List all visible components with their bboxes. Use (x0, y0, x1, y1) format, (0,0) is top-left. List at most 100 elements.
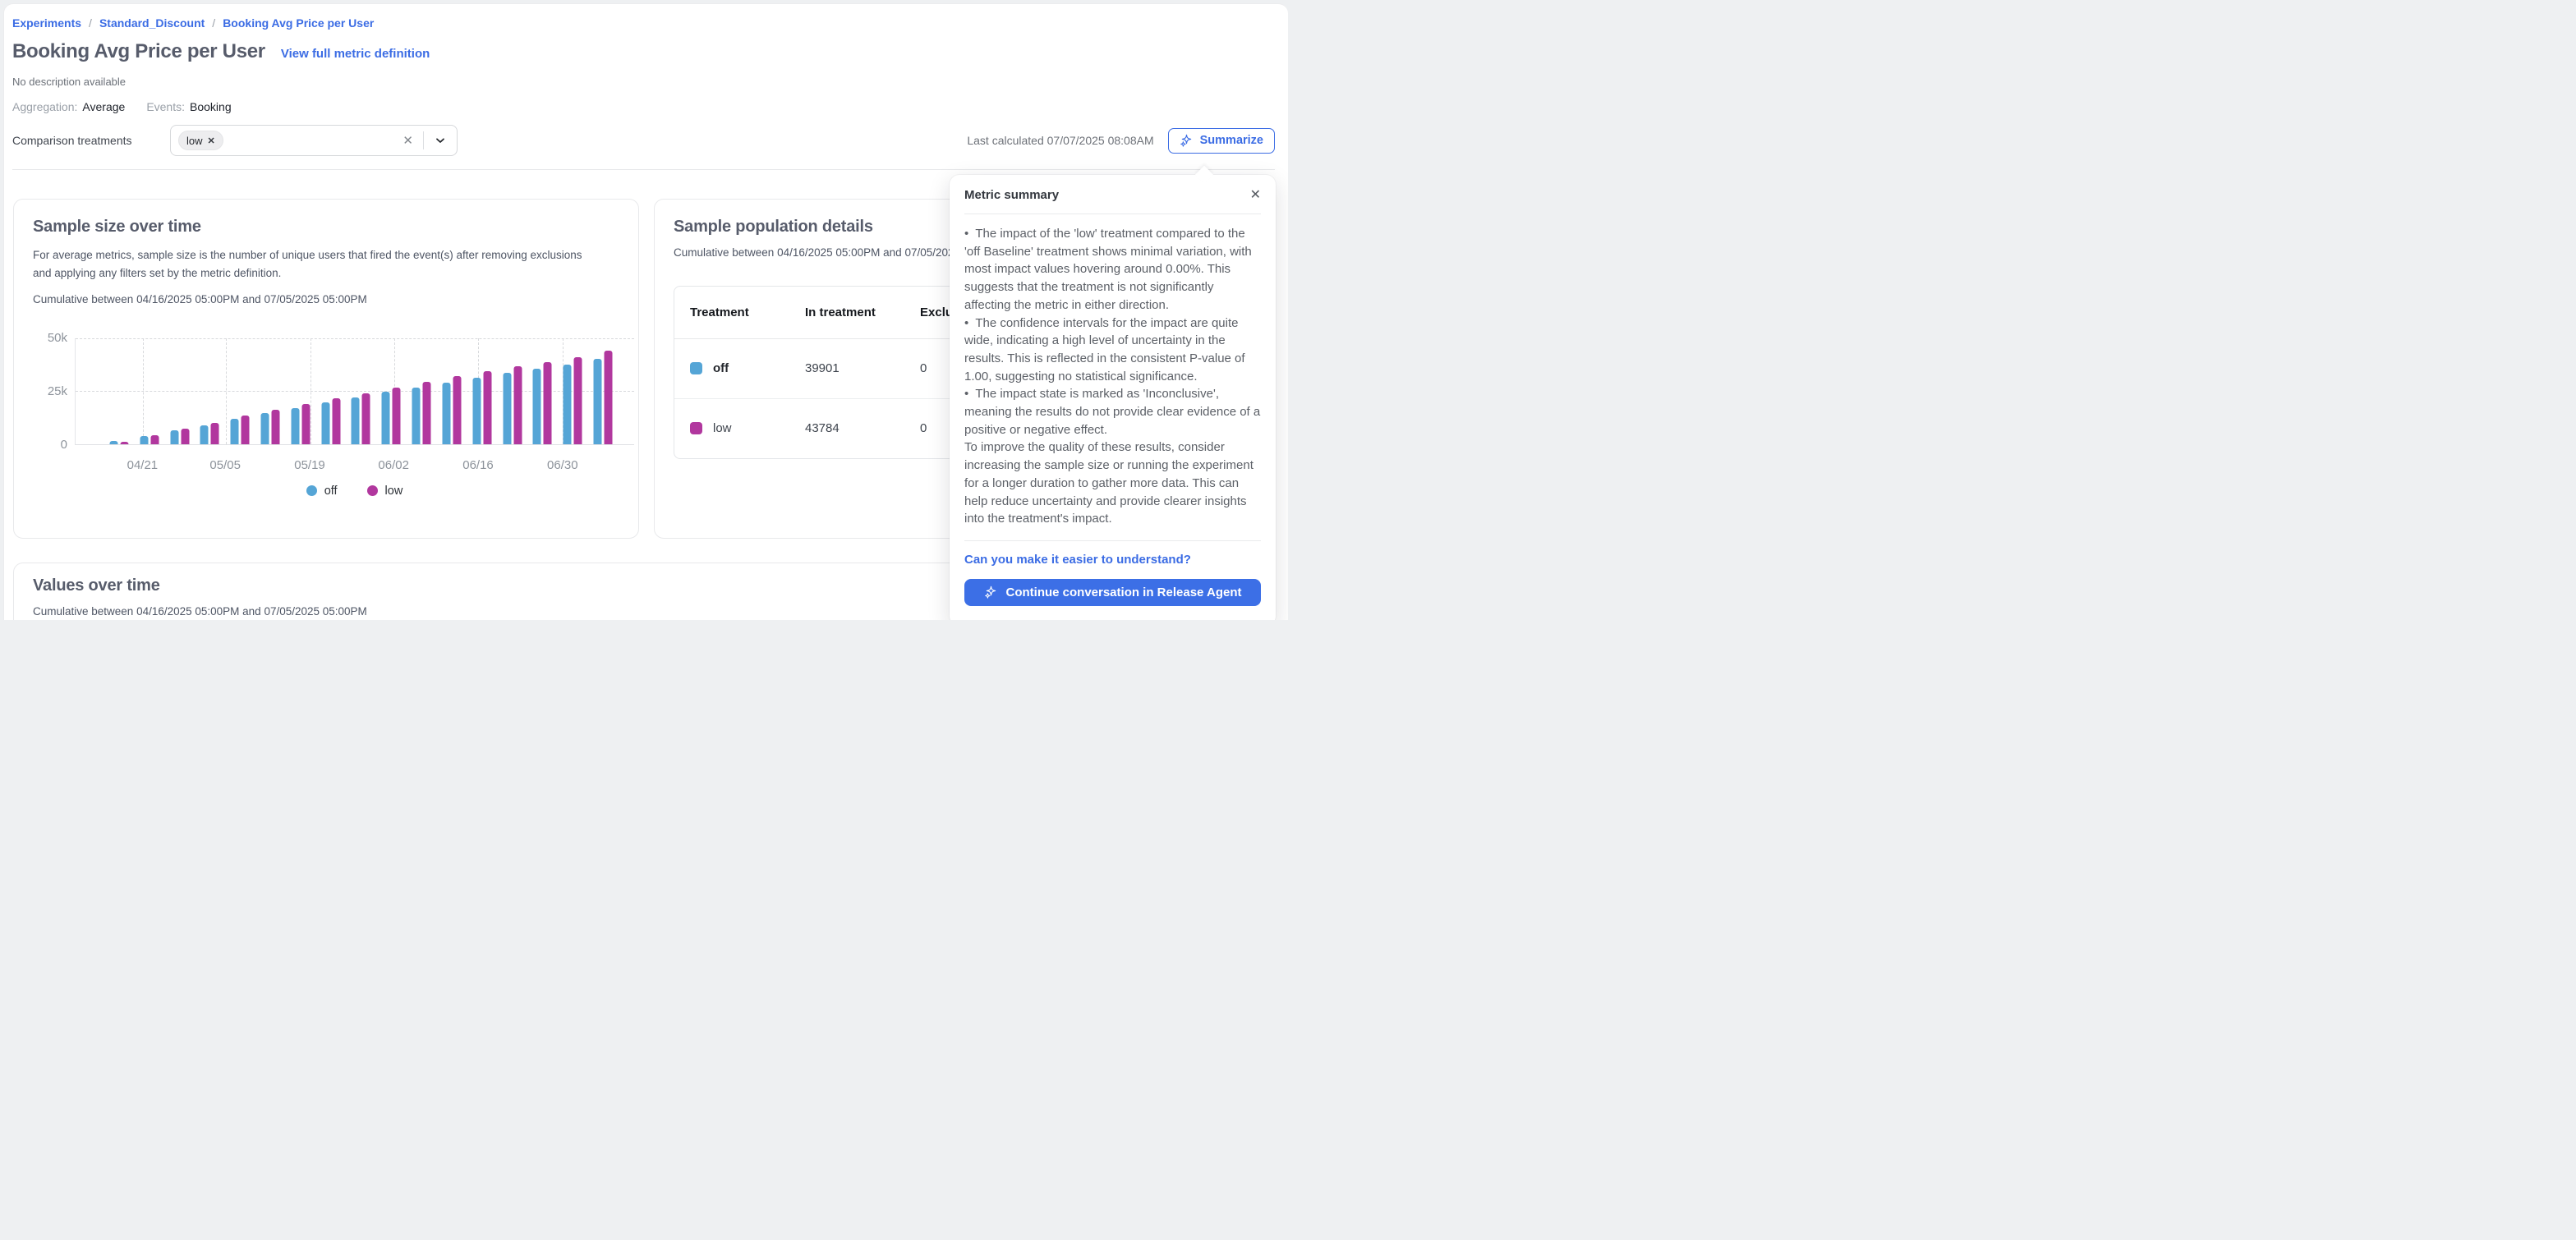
bar-off (321, 402, 330, 444)
sample-population-cumulative: Cumulative between 04/16/2025 05:00PM an… (674, 246, 1008, 259)
legend-dot (306, 485, 317, 497)
x-tick-label: 06/30 (547, 457, 578, 472)
x-gridline (225, 338, 227, 444)
followup-question-link[interactable]: Can you make it easier to understand? (964, 552, 1191, 567)
breadcrumb-separator: / (212, 16, 216, 30)
bar-group (140, 434, 159, 444)
sparkle-icon (1180, 134, 1194, 148)
x-gridline (143, 338, 145, 444)
bar-group (321, 397, 341, 444)
metric-meta: Aggregation: Average Events: Booking (12, 100, 1275, 113)
popover-divider-bottom (964, 540, 1261, 541)
bar-low (422, 381, 431, 444)
treatment-name: off (713, 361, 729, 375)
bar-group (563, 356, 582, 444)
x-tick-label: 05/05 (209, 457, 241, 472)
breadcrumb: Experiments / Standard_Discount / Booking Av… (12, 16, 1275, 30)
bar-group (230, 415, 250, 444)
chart-legend: off low (75, 485, 634, 498)
bar-off (563, 364, 572, 444)
values-over-time-title: Values over time (33, 576, 160, 595)
last-calculated-text: Last calculated 07/07/2025 08:08AM (967, 134, 1154, 147)
bar-off (260, 412, 269, 444)
chart-x-axis: 04/21 05/05 05/19 06/02 06/16 06/30 (75, 458, 634, 475)
sample-size-title: Sample size over time (33, 218, 201, 236)
bar-off (230, 418, 239, 444)
bar-off (200, 425, 209, 444)
x-tick-label: 04/21 (126, 457, 159, 472)
continue-conversation-button[interactable]: Continue conversation in Release Agent (964, 578, 1261, 606)
treatment-swatch (690, 422, 702, 434)
treatment-chip-label: low (186, 134, 203, 147)
legend-label: off (324, 484, 338, 498)
bar-low (361, 393, 370, 444)
bar-off (532, 368, 541, 444)
legend-item-low: low (366, 484, 403, 498)
metric-summary-popover: Metric summary ✕ • The impact of the 'lo… (950, 165, 1276, 620)
sparkle-icon (984, 586, 998, 599)
bar-off (503, 372, 511, 444)
events-value: Booking (190, 100, 232, 113)
select-clear-icon[interactable]: ✕ (402, 134, 413, 148)
bar-off (109, 440, 118, 444)
treatment-chip-low[interactable]: low ✕ (178, 131, 223, 150)
breadcrumb-link[interactable]: Standard_Discount (99, 16, 205, 30)
bar-low (120, 441, 129, 444)
chip-remove-icon[interactable]: ✕ (207, 135, 215, 146)
bar-group (260, 409, 280, 444)
y-tick-label: 50k (47, 330, 67, 345)
treatment-name: low (713, 421, 732, 435)
bar-low (392, 387, 401, 444)
breadcrumb-separator: / (89, 16, 92, 30)
bar-off (442, 382, 451, 444)
bar-group (412, 381, 431, 444)
bar-off (412, 387, 421, 444)
summary-paragraph: • The confidence intervals for the impac… (964, 315, 1245, 383)
treatment-swatch (690, 362, 702, 374)
bar-low (543, 361, 552, 444)
bar-off (593, 358, 602, 444)
bar-group (472, 370, 492, 444)
bar-low (604, 350, 613, 444)
bar-low (513, 365, 522, 444)
legend-label: low (384, 484, 403, 498)
bar-low (181, 428, 190, 444)
x-gridline (562, 338, 564, 444)
breadcrumb-link[interactable]: Experiments (12, 16, 82, 30)
chevron-down-icon[interactable] (424, 134, 457, 147)
aggregation-value: Average (82, 100, 126, 113)
bar-off (351, 397, 360, 444)
popover-title: Metric summary (964, 188, 1060, 202)
sample-size-chart: 0 25k 50k 04/21 05/05 05/19 06/02 06/16 06/30 o… (33, 314, 634, 511)
bar-group (351, 393, 370, 444)
close-icon[interactable]: ✕ (1249, 187, 1261, 202)
bar-off (140, 435, 149, 444)
bar-group (200, 422, 219, 444)
bar-low (332, 397, 341, 444)
bar-off (291, 407, 300, 444)
comparison-treatments-label: Comparison treatments (12, 134, 132, 147)
col-header-in-treatment: In treatment (789, 287, 904, 339)
bar-low (573, 356, 582, 444)
popover-summary-text: • The impact of the 'low' treatment comp… (964, 225, 1261, 528)
y-tick-label: 25k (47, 383, 67, 398)
sample-size-cumulative: Cumulative between 04/16/2025 05:00PM an… (33, 292, 367, 305)
summary-paragraph: To improve the quality of these results,… (964, 440, 1254, 526)
main-panel: Experiments / Standard_Discount / Booking Av… (3, 3, 1288, 620)
bar-group (109, 440, 129, 444)
events-label: Events: (146, 100, 186, 113)
summarize-button[interactable]: Summarize (1167, 127, 1275, 154)
summary-paragraph: • The impact state is marked as 'Inconcl… (964, 387, 1261, 437)
bar-low (483, 370, 492, 444)
breadcrumb-link[interactable]: Booking Avg Price per User (223, 16, 375, 30)
legend-item-off: off (306, 485, 338, 498)
view-full-metric-definition-link[interactable]: View full metric definition (280, 47, 430, 61)
y-tick-label: 0 (60, 437, 67, 452)
bar-low (150, 434, 159, 444)
legend-dot (366, 485, 378, 497)
bar-group (442, 375, 462, 444)
table-row: low 43784 0 (674, 398, 1254, 458)
treatment-multiselect[interactable]: low ✕ ✕ (170, 125, 458, 156)
in-treatment-value: 39901 (789, 338, 904, 399)
bar-group (532, 361, 552, 444)
